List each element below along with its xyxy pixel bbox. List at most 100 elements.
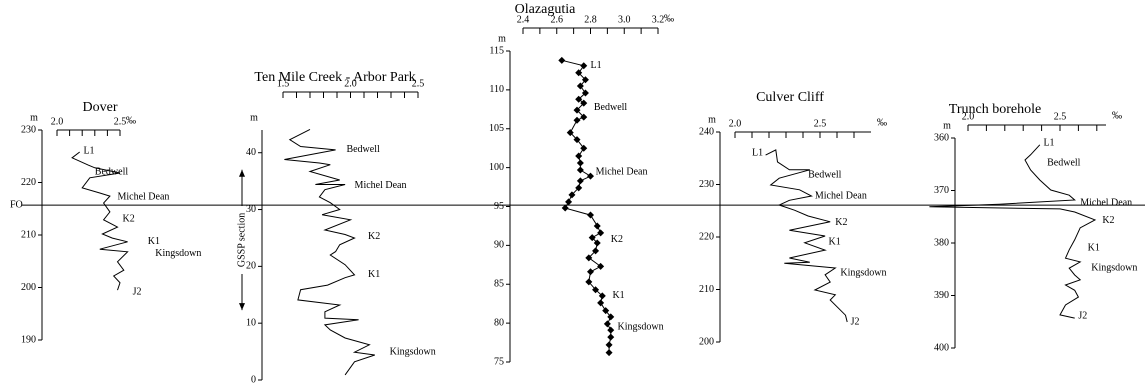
horizon-label: Michel Dean: [355, 180, 407, 191]
horizon-label: K1: [148, 236, 160, 247]
data-point: [587, 211, 594, 219]
data-point: [581, 76, 589, 84]
data-point: [593, 222, 601, 230]
x-unit: ‰: [664, 13, 674, 24]
y-tick-label: 220: [699, 231, 714, 242]
x-tick-label: 2.5: [814, 118, 827, 129]
data-point: [580, 113, 588, 121]
isotope-curve: [929, 144, 1097, 319]
bracket-label: GSSP section: [236, 213, 247, 267]
reference-label: FO: [10, 199, 23, 210]
data-point: [592, 286, 600, 294]
x-tick-label: 2.5: [1054, 111, 1067, 122]
panel-title: Dover: [83, 100, 118, 115]
y-tick-label: 20: [246, 261, 256, 272]
data-point: [561, 204, 569, 212]
data-point: [576, 166, 584, 174]
horizon-label: K2: [835, 217, 847, 228]
y-tick-label: 30: [246, 204, 256, 215]
y-tick-label: 390: [934, 290, 949, 301]
y-tick-label: 100: [489, 162, 504, 173]
isotope-curve: [71, 151, 129, 291]
x-tick-label: 2.5: [412, 78, 425, 89]
y-tick-label: 200: [21, 282, 36, 293]
horizon-label: K2: [1102, 215, 1114, 226]
horizon-label: Kingsdown: [155, 248, 201, 259]
horizon-label: K2: [123, 214, 135, 225]
horizon-label: L1: [83, 145, 94, 156]
isotope-curve: [284, 128, 375, 376]
y-tick-label: 380: [934, 237, 949, 248]
y-tick-label: 95: [494, 201, 504, 212]
x-tick-label: 2.0: [729, 118, 742, 129]
horizon-label: K2: [611, 234, 623, 245]
arrow-head: [239, 169, 245, 177]
panel-title: Trunch borehole: [949, 102, 1041, 117]
y-tick-label: 230: [699, 179, 714, 190]
horizon-label: J2: [851, 316, 860, 327]
x-tick-label: 2.0: [51, 116, 64, 127]
data-point: [581, 89, 589, 97]
x-tick-label: 1.5: [277, 78, 290, 89]
data-point: [575, 184, 583, 192]
x-unit: ‰: [877, 117, 887, 128]
x-tick-label: 2.4: [517, 14, 530, 25]
data-point: [602, 307, 610, 315]
horizon-label: Bedwell: [808, 169, 842, 180]
data-point: [603, 320, 611, 328]
data-point: [580, 99, 588, 107]
data-point: [605, 341, 613, 349]
x-tick-label: 2.5: [114, 116, 127, 127]
y-tick-label: 370: [934, 185, 949, 196]
isotope-curve: [765, 149, 848, 323]
data-point: [593, 239, 601, 247]
horizon-label: Michel Dean: [596, 167, 648, 178]
y-axis-label: m: [250, 112, 258, 123]
y-tick-label: 110: [489, 84, 504, 95]
data-point: [575, 95, 583, 103]
data-point: [597, 229, 605, 237]
y-tick-label: 190: [21, 334, 36, 345]
data-point: [558, 56, 566, 64]
y-tick-label: 400: [934, 342, 949, 353]
horizon-label: J2: [1078, 310, 1087, 321]
data-point: [587, 172, 594, 180]
horizon-label: Kingsdown: [390, 346, 436, 357]
y-tick-label: 75: [494, 356, 504, 367]
data-point: [580, 144, 588, 152]
y-tick-label: 115: [489, 45, 504, 56]
x-unit: ‰: [126, 115, 136, 126]
x-unit: ‰: [1112, 110, 1122, 121]
horizon-label: Michel Dean: [117, 191, 169, 202]
data-point: [580, 62, 588, 70]
data-point: [575, 69, 583, 77]
y-tick-label: 220: [21, 177, 36, 188]
y-tick-label: 240: [699, 126, 714, 137]
y-tick-label: 85: [494, 279, 504, 290]
data-point: [587, 268, 594, 276]
y-tick-label: 230: [21, 124, 36, 135]
horizon-label: K1: [368, 269, 380, 280]
data-point: [573, 106, 581, 114]
y-tick-label: 200: [699, 336, 714, 347]
horizon-label: L1: [1043, 138, 1054, 149]
data-point: [607, 313, 615, 321]
y-tick-label: 360: [934, 132, 949, 143]
x-tick-label: 3.0: [618, 14, 631, 25]
data-point: [568, 191, 576, 199]
data-point: [576, 159, 584, 167]
panel-title: Culver Cliff: [756, 90, 824, 105]
horizon-label: Michel Dean: [815, 190, 867, 201]
x-tick-label: 2.0: [962, 111, 975, 122]
data-point: [575, 152, 583, 160]
data-point: [576, 82, 584, 90]
x-tick-label: 2.0: [344, 78, 357, 89]
y-tick-label: 210: [21, 229, 36, 240]
y-axis-label: m: [708, 114, 716, 125]
data-point: [607, 326, 615, 334]
data-point: [592, 247, 600, 255]
data-point: [585, 254, 593, 262]
data-point: [607, 333, 615, 341]
data-point: [573, 116, 581, 124]
